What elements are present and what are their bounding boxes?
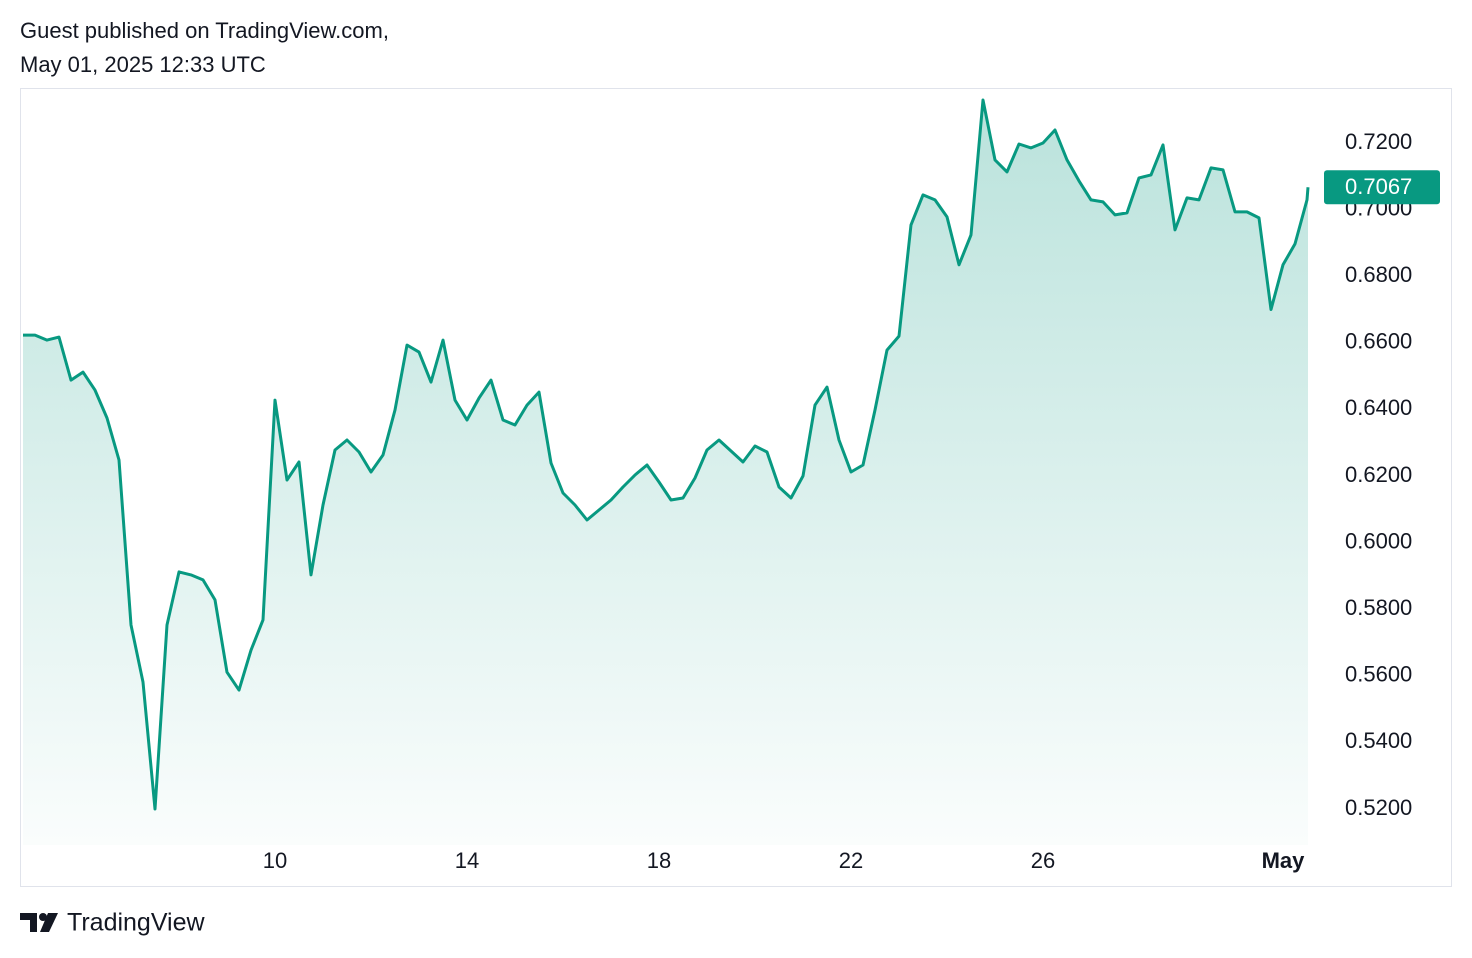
y-tick-label: 0.6000 [1345, 528, 1412, 553]
header-line: May 01, 2025 12:33 UTC [20, 52, 266, 77]
header-line: Guest published on TradingView.com, [20, 18, 389, 43]
logo [20, 913, 58, 932]
x-tick-label: 22 [839, 848, 863, 873]
chart-frame [20, 88, 1452, 887]
area-fill [23, 100, 1308, 845]
y-tick-label: 0.7200 [1345, 129, 1412, 154]
x-tick-label: May [1262, 848, 1306, 873]
x-tick-label: 18 [647, 848, 671, 873]
y-tick-label: 0.5600 [1345, 662, 1412, 687]
last-price-tag [1324, 170, 1440, 205]
y-tick-label: 0.6200 [1345, 462, 1412, 487]
brand: TradingView [67, 909, 206, 937]
x-tick-label: 10 [263, 848, 287, 873]
y-tick-label: 0.6800 [1345, 262, 1412, 287]
x-tick-label: 26 [1031, 848, 1055, 873]
y-tick-label: 0.6600 [1345, 329, 1412, 354]
y-tick-label: 0.5400 [1345, 728, 1412, 753]
y-tick-label: 0.5200 [1345, 795, 1412, 820]
price-line [23, 98, 1310, 811]
last-price-label: 0.7067 [1345, 174, 1412, 199]
y-tick-label: 0.6400 [1345, 395, 1412, 420]
y-tick-label: 0.5800 [1345, 595, 1412, 620]
x-tick-label: 14 [455, 848, 479, 873]
